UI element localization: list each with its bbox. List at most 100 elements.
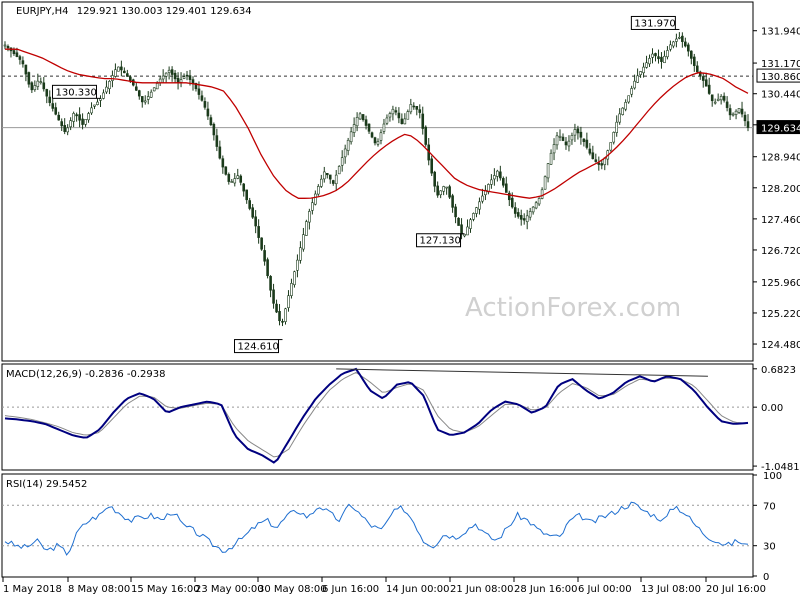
price-bar-body	[421, 113, 425, 129]
price-bar-body	[624, 101, 627, 110]
rsi-line	[4, 501, 749, 556]
price-bar-body	[406, 111, 410, 120]
price-bar-body	[299, 247, 302, 261]
price-bar-body	[460, 224, 463, 235]
price-bar-body	[96, 101, 99, 105]
price-bar-body	[6, 45, 10, 49]
price-bar-body	[242, 183, 246, 192]
price-bar-body	[552, 144, 556, 154]
price-bar-body	[343, 148, 347, 158]
price-bar-body	[117, 66, 120, 72]
price-bar-body	[600, 163, 604, 166]
price-bar-body	[373, 137, 377, 144]
price-bar-body	[185, 74, 189, 77]
price-bar-body	[251, 207, 254, 218]
price-bar-body	[254, 216, 257, 227]
price-bar-body	[660, 56, 663, 62]
price-bar-body	[415, 105, 419, 110]
price-bar-body	[143, 100, 147, 103]
price-bar-body	[684, 41, 687, 47]
price-bar-body	[439, 190, 442, 196]
price-bar-body	[639, 71, 642, 76]
price-bar-body	[382, 123, 386, 132]
price-bar-body	[528, 211, 532, 218]
price-bar-body	[448, 186, 451, 198]
price-tick-label: 128.940	[761, 153, 800, 164]
price-annotation-label: 131.970	[634, 18, 675, 29]
price-bar-body	[27, 72, 31, 85]
price-bar-body	[349, 131, 353, 143]
price-bar-body	[681, 35, 684, 42]
price-bar-body	[334, 174, 338, 185]
price-bar-body	[194, 82, 198, 90]
price-bar-body	[442, 186, 445, 192]
price-bar-body	[123, 70, 126, 74]
rsi-tick-label: 30	[763, 542, 776, 553]
price-bar-body	[666, 50, 669, 58]
price-bar-body	[355, 117, 359, 127]
price-bar-body	[543, 176, 547, 190]
price-bar-body	[472, 213, 475, 220]
price-bar-body	[346, 139, 350, 151]
price-bar-body	[364, 119, 368, 126]
price-bar-body	[663, 55, 666, 64]
price-bar-body	[221, 158, 225, 168]
price-bar-body	[445, 186, 448, 189]
price-bar-body	[36, 80, 40, 87]
price-bar-body	[263, 250, 266, 262]
price-bar-body	[296, 259, 299, 271]
level-label-box	[756, 120, 800, 135]
price-bar-body	[654, 53, 657, 57]
macd-signal-line	[4, 371, 749, 458]
price-bar-body	[585, 139, 589, 148]
price-bar-body	[224, 166, 228, 175]
price-bar-body	[722, 95, 726, 101]
price-bar-body	[499, 171, 502, 179]
price-bar-body	[236, 175, 240, 179]
macd-axis: 0.6823 0.00 -1.0481	[753, 365, 800, 473]
price-bar-body	[290, 283, 293, 296]
price-bar-body	[233, 178, 237, 184]
price-bar-body	[102, 92, 105, 99]
price-bar-body	[358, 113, 362, 120]
price-bar-body	[72, 113, 75, 122]
price-bar-body	[105, 86, 108, 93]
price-bar-body	[87, 113, 90, 121]
ohlc-values: 129.921 130.003 129.401 129.634	[77, 6, 252, 17]
price-bar-body	[188, 75, 192, 80]
price-bar-body	[108, 81, 111, 90]
price-bar-body	[418, 109, 422, 113]
rsi-levels	[2, 504, 753, 547]
price-bar-body	[522, 218, 526, 221]
price-bar-body	[33, 85, 37, 90]
time-tick-label: 15 May 16:00	[131, 584, 200, 595]
price-bar-body	[164, 72, 168, 77]
price-bar-body	[478, 201, 481, 210]
price-bar-body	[60, 121, 63, 127]
macd-main-line	[4, 367, 749, 464]
price-bar-body	[314, 193, 317, 205]
price-bar-body	[322, 171, 326, 180]
price-bar-body	[597, 162, 601, 165]
price-bar-body	[525, 215, 529, 223]
price-bar-body	[281, 320, 284, 323]
price-tick-label: 130.440	[761, 90, 800, 101]
price-bar-body	[516, 212, 520, 217]
price-tick-label: 127.460	[761, 215, 800, 226]
price-bar-body	[412, 105, 416, 108]
price-bar-body	[675, 38, 678, 42]
rsi-tick-label: 70	[763, 501, 776, 512]
price-bar-body	[570, 135, 574, 141]
price-annotation-box	[416, 233, 462, 248]
level-label: 130.860	[761, 72, 800, 83]
price-bar-body	[630, 88, 633, 95]
price-bar-body	[436, 185, 439, 196]
price-bar-body	[266, 259, 269, 277]
price-bar-body	[114, 69, 117, 77]
price-bar-body	[81, 118, 84, 125]
price-bar-body	[409, 104, 413, 113]
price-bar-body	[308, 211, 311, 223]
price-bar-body	[612, 132, 616, 143]
price-bar-body	[272, 289, 275, 304]
